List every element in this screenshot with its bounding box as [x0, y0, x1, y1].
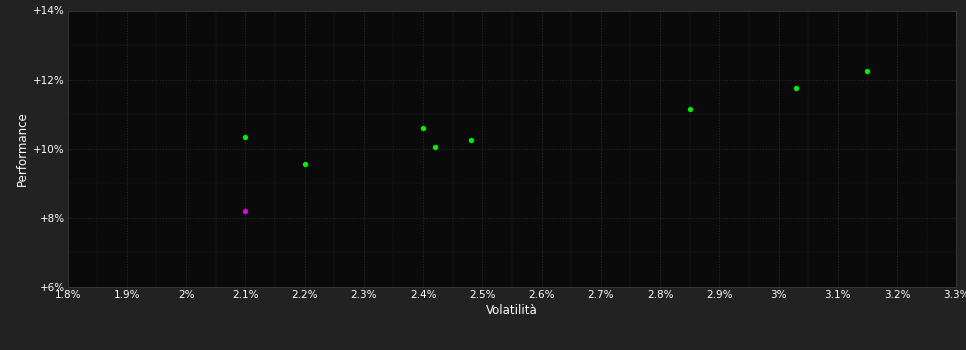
Y-axis label: Performance: Performance [15, 111, 29, 186]
Point [463, 137, 478, 143]
Point [415, 125, 431, 131]
Point [238, 134, 253, 139]
Point [297, 161, 312, 167]
Point [788, 85, 804, 91]
Point [860, 68, 875, 74]
X-axis label: Volatilità: Volatilità [486, 304, 538, 317]
Point [427, 144, 442, 150]
Point [238, 208, 253, 214]
Point [682, 106, 697, 112]
